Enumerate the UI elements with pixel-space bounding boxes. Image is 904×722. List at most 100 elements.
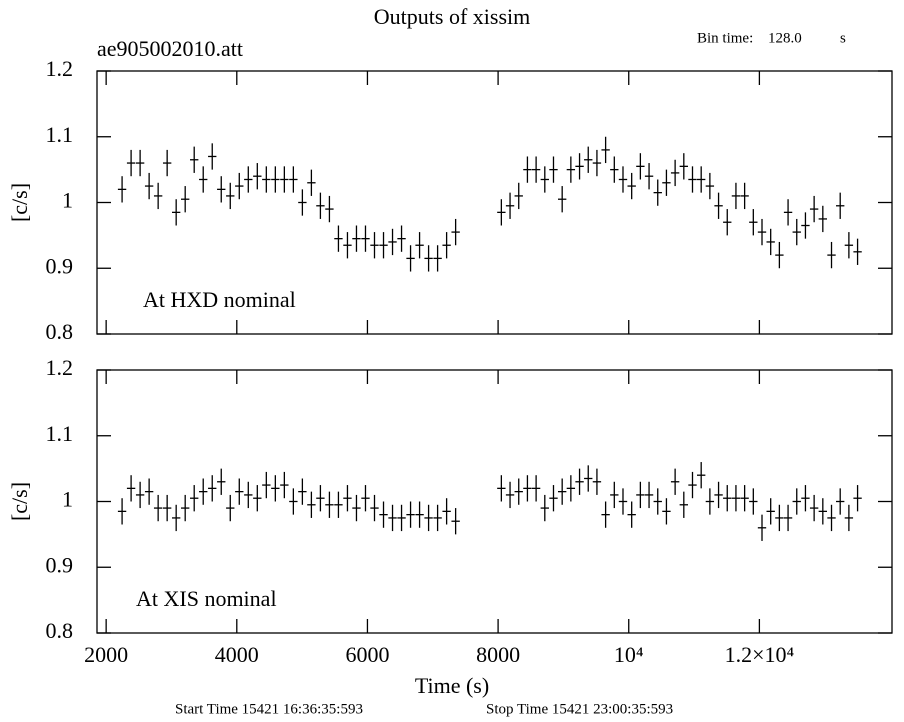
data-point [783, 199, 793, 226]
x-tick-label: 6000 [345, 642, 389, 667]
data-point [644, 163, 654, 190]
data-point [298, 189, 307, 216]
data-point [818, 498, 828, 525]
data-point [749, 488, 758, 515]
data-point [289, 166, 298, 193]
x-tick-label: 8000 [476, 642, 520, 667]
x-tick-label: 10⁴ [614, 642, 644, 667]
data-point [740, 485, 749, 512]
data-point [627, 501, 636, 528]
data-point [531, 156, 541, 183]
data-point [262, 471, 271, 499]
data-point [653, 488, 662, 515]
data-point [271, 166, 280, 193]
data-point [415, 501, 424, 528]
data-point [162, 149, 172, 177]
data-point [836, 192, 845, 219]
x-tick-label: 2000 [84, 642, 128, 667]
data-point [775, 504, 784, 532]
data-point [801, 212, 810, 239]
data-point [316, 485, 325, 512]
data-point [126, 475, 136, 502]
data-point [244, 166, 253, 193]
data-point [307, 169, 316, 196]
data-point [361, 225, 370, 252]
data-point [575, 153, 584, 180]
data-point [406, 245, 415, 272]
data-point [135, 481, 145, 509]
data-point [688, 166, 697, 193]
data-point [723, 209, 732, 236]
data-point [627, 172, 636, 200]
data-point [217, 468, 226, 495]
data-point [325, 195, 334, 223]
data-point [679, 153, 688, 180]
y-tick-label: 1.2 [46, 56, 74, 81]
data-point [749, 209, 758, 236]
data-point [662, 498, 671, 525]
data-point [792, 488, 801, 515]
data-point [199, 478, 208, 505]
data-point [442, 498, 451, 525]
data-point [557, 186, 567, 213]
y-axis-title: [c/s] [7, 482, 32, 521]
data-point [610, 156, 619, 183]
data-point [783, 504, 793, 532]
data-point [601, 136, 610, 164]
data-point [117, 498, 127, 525]
data-point [397, 504, 406, 532]
data-point [697, 166, 706, 193]
chart-subtitle: ae905002010.att [97, 36, 243, 61]
data-point [514, 182, 523, 210]
y-tick-label: 0.9 [46, 552, 74, 577]
data-point [153, 182, 163, 210]
data-point [235, 478, 244, 505]
data-point [334, 491, 343, 518]
data-point [406, 501, 415, 528]
data-point [844, 504, 854, 532]
bin-time-value: 128.0 [768, 30, 802, 46]
data-point [688, 471, 697, 499]
data-point [415, 232, 424, 259]
data-point [171, 504, 181, 532]
data-point [361, 485, 370, 512]
data-point [226, 182, 235, 210]
data-point [298, 478, 307, 505]
data-point [566, 475, 576, 502]
data-point [853, 485, 862, 512]
data-point [253, 163, 262, 190]
data-point [592, 468, 602, 495]
data-point [809, 494, 819, 522]
panel-annotation: At XIS nominal [136, 586, 277, 611]
data-point [262, 166, 271, 193]
data-point [126, 149, 136, 177]
data-point [379, 232, 388, 259]
stop-time: Stop Time 15421 23:00:35:593 [486, 701, 673, 717]
data-point [271, 475, 280, 502]
panel-annotation: At HXD nominal [143, 287, 296, 312]
data-point [549, 156, 558, 183]
data-point [618, 488, 628, 515]
data-point [575, 468, 584, 495]
data-point [505, 192, 515, 219]
data-point [644, 481, 654, 509]
data-point [280, 471, 289, 499]
x-tick-label: 1.2×10⁴ [725, 642, 795, 667]
data-point [636, 153, 645, 180]
data-point [584, 146, 593, 173]
data-point [540, 166, 549, 193]
data-point [325, 491, 334, 518]
y-axis-title: [c/s] [7, 183, 32, 222]
data-point [714, 481, 723, 509]
data-point [844, 232, 854, 259]
data-point [818, 205, 828, 233]
data-point [836, 488, 845, 515]
data-point [244, 481, 253, 509]
data-point [827, 504, 836, 532]
data-point [670, 468, 680, 495]
data-point [388, 228, 397, 256]
data-point [505, 481, 515, 509]
data-point [190, 485, 199, 512]
data-point [584, 465, 593, 492]
data-point [117, 176, 127, 203]
